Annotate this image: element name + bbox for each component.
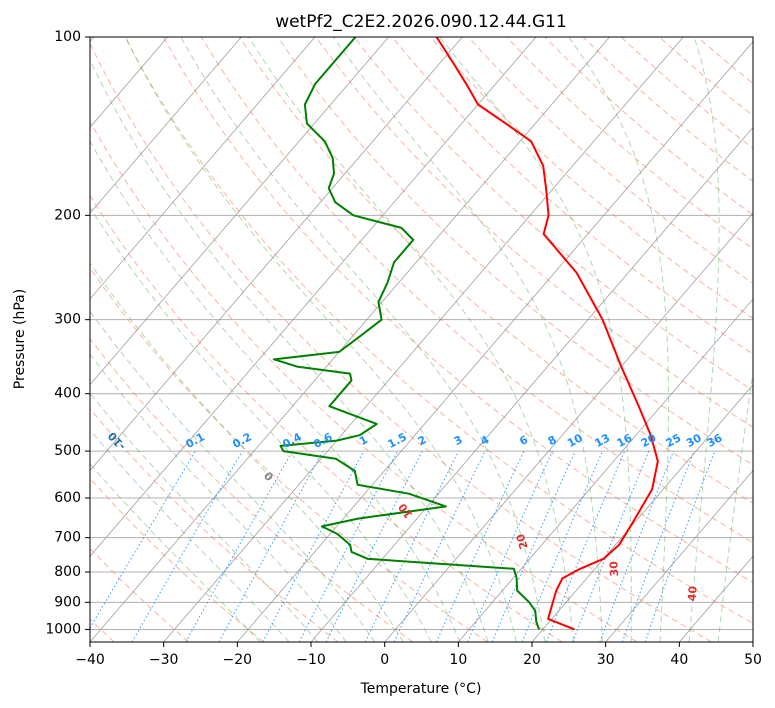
mixing-ratio-line xyxy=(218,450,324,642)
mixing-ratio-line xyxy=(467,450,553,642)
isotherm-line xyxy=(531,384,753,642)
isotherm-line xyxy=(752,641,753,642)
mixing-ratio-line xyxy=(545,450,626,642)
dry-adiabat-line xyxy=(90,42,712,642)
mixing-ratio-label: 36 xyxy=(705,431,725,450)
y-tick-label: 400 xyxy=(54,386,81,402)
moist-adiabat-label: 40 xyxy=(686,585,700,602)
mixing-ratio-line xyxy=(572,450,650,642)
x-tick-label: 40 xyxy=(670,652,688,668)
dry-adiabat-line xyxy=(90,120,638,642)
isotherm-line xyxy=(90,37,537,557)
moist-adiabat-line xyxy=(332,37,603,642)
isotherm-line xyxy=(90,37,242,214)
y-tick-label: 300 xyxy=(54,312,81,328)
isotherm-line xyxy=(384,212,753,642)
y-tick-label: 600 xyxy=(54,490,81,506)
mixing-ratio-label: 16 xyxy=(615,431,635,450)
x-tick-label: −20 xyxy=(223,652,253,668)
dry-adiabat-line xyxy=(124,37,753,624)
dewpoint-profile-line xyxy=(272,37,541,630)
temperature-profile-line xyxy=(435,37,659,631)
dry-adiabat-line xyxy=(391,37,753,355)
isotherm-line xyxy=(90,37,610,642)
isotherm-line xyxy=(310,126,753,642)
moist-adiabat-line xyxy=(125,37,517,642)
dry-adiabat-line xyxy=(544,37,753,216)
dry-adiabat-line xyxy=(582,37,753,182)
mixing-ratio-line xyxy=(185,450,293,642)
dry-adiabat-line xyxy=(277,37,753,466)
dry-adiabat-line xyxy=(353,37,753,391)
isotherm-line xyxy=(458,298,753,642)
y-tick-label: 800 xyxy=(54,564,81,580)
mixing-ratio-line xyxy=(325,450,423,642)
isotherm-line xyxy=(237,41,753,642)
plot-frame xyxy=(89,36,754,643)
x-axis-label: Temperature (°C) xyxy=(360,681,482,697)
chart-title: wetPf2_C2E2.2026.090.12.44.G11 xyxy=(275,12,567,32)
plot-background xyxy=(90,37,753,642)
isotherm-line xyxy=(90,37,389,386)
axes: −40 −30 −20 −10 0 10 20 30 40 50 1000 900 800 700 600 5… xyxy=(45,29,762,668)
mixing-ratio-label: 20 xyxy=(639,431,659,450)
x-tick-label: 50 xyxy=(744,652,762,668)
x-tick-label: −10 xyxy=(296,652,326,668)
x-tick-label: 0 xyxy=(380,652,389,668)
mixing-ratio-label: 13 xyxy=(593,431,613,450)
dry-adiabat-line xyxy=(620,37,753,149)
mixing-ratio-line xyxy=(521,450,604,642)
x-tick-label: 30 xyxy=(597,652,615,668)
moist-adiabat-line xyxy=(180,37,546,642)
moist-adiabat-line xyxy=(717,367,753,642)
isotherm-line xyxy=(90,37,316,300)
mixing-ratio-line xyxy=(364,450,459,642)
moist-adiabat-label: 30 xyxy=(607,560,621,576)
mixing-ratio-label: 10 xyxy=(565,431,585,450)
mixing-ratio-line xyxy=(599,450,675,642)
y-tick-label: 100 xyxy=(54,29,81,45)
mixing-ratio-line xyxy=(491,450,576,642)
isotherm-line xyxy=(605,469,753,642)
x-tick-label: 20 xyxy=(523,652,541,668)
plot-lines xyxy=(90,37,753,642)
y-axis-label: Pressure (hPa) xyxy=(12,289,28,389)
mixing-ratio-label: 25 xyxy=(664,431,684,450)
dry-adiabat-line xyxy=(201,37,753,543)
dry-adiabat-line xyxy=(162,37,753,584)
y-tick-label: 700 xyxy=(54,530,81,546)
x-tick-label: −30 xyxy=(149,652,179,668)
moist-adiabat-line xyxy=(90,353,347,642)
y-tick-label: 1000 xyxy=(45,621,81,637)
moist-adiabat-line xyxy=(568,37,669,642)
moist-adiabat-label: 20 xyxy=(514,532,531,551)
moist-adiabat-line xyxy=(688,37,720,642)
dry-adiabat-line xyxy=(90,477,264,642)
isotherm-line xyxy=(163,37,684,642)
plot-area xyxy=(90,37,753,642)
mixing-ratio-line xyxy=(262,450,365,642)
isotherm-line xyxy=(90,37,463,472)
x-tick-label: −40 xyxy=(75,652,105,668)
moist-adiabat-line xyxy=(90,58,489,642)
mixing-ratio-line xyxy=(621,450,695,642)
mixing-ratio-line xyxy=(644,450,716,642)
dry-adiabat-label: -20 xyxy=(23,400,46,424)
moist-adiabat-line xyxy=(90,429,290,642)
moist-adiabat-line xyxy=(90,463,261,642)
moist-adiabat-line xyxy=(248,37,575,642)
dry-adiabat-line xyxy=(90,194,563,642)
dry-adiabat-line xyxy=(90,337,414,642)
moist-adiabat-line xyxy=(90,392,319,642)
x-tick-label: 10 xyxy=(449,652,467,668)
y-tick-label: 500 xyxy=(54,443,81,459)
y-tick-label: 200 xyxy=(54,207,81,223)
moist-adiabat-line xyxy=(90,261,404,642)
y-tick-label: 900 xyxy=(54,594,81,610)
moist-adiabat-line xyxy=(90,206,432,642)
mixing-ratio-label: 30 xyxy=(684,431,704,450)
moist-adiabat-line xyxy=(90,310,376,642)
moist-adiabat-line xyxy=(439,37,632,642)
